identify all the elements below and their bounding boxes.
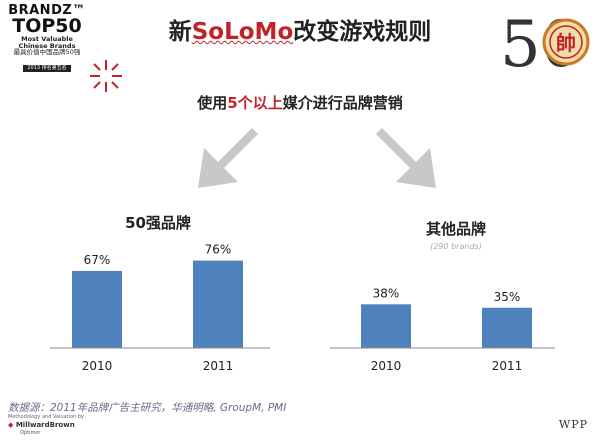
logo-line-most-valuable: Most Valuable xyxy=(21,35,73,43)
data-label-2011: 76% xyxy=(205,243,232,257)
chart-top50: 67% 2010 76% 2011 xyxy=(50,243,270,373)
logo-line-chinese-name: 最具价值中国品牌50强 xyxy=(13,48,81,56)
title-prefix: 新 xyxy=(168,19,192,45)
arrow-down-right-icon xyxy=(376,128,436,188)
millwardbrown-mark-icon: ◆ xyxy=(8,421,14,429)
subtitle-prefix: 使用 xyxy=(197,94,228,112)
bar-2010 xyxy=(361,304,411,348)
tick-label-2010: 2010 xyxy=(371,359,402,373)
tick-label-2010: 2010 xyxy=(82,359,113,373)
bar-2010 xyxy=(72,270,122,348)
millwardbrown-logo: ◆ MillwardBrown xyxy=(8,421,75,429)
wpp-logo: WPP xyxy=(558,418,588,431)
brandz-logo: BRANDZ™ TOP50 Most Valuable Chinese Bran… xyxy=(6,4,88,72)
corner-ornament-icon xyxy=(90,60,122,92)
subtitle-suffix: 媒介进行品牌营销 xyxy=(282,94,403,112)
logo-line-brandz: BRANDZ™ xyxy=(8,3,86,18)
source-note: 数据源：2011年品牌广告主研究，华通明略, GroupM, PMI xyxy=(8,402,287,414)
page-title: 新SoLoMo改变游戏规则 xyxy=(150,12,450,46)
logo-line-top50: TOP50 xyxy=(12,15,82,37)
millwardbrown-name: MillwardBrown xyxy=(15,421,75,429)
tick-label-2011: 2011 xyxy=(203,359,234,373)
chart-title-others: 其他品牌 xyxy=(425,220,486,238)
millwardbrown-sub: Optimor xyxy=(20,430,41,436)
arrow-down-left-icon xyxy=(198,128,258,188)
fifty-badge-icon: 50 帥 xyxy=(500,8,590,74)
logo-line-rank: 2013 排名第五名 xyxy=(23,64,71,72)
tick-label-2011: 2011 xyxy=(492,359,523,373)
title-highlight: SoLoMo xyxy=(191,19,294,45)
data-label-2011: 35% xyxy=(494,290,521,304)
subtitle: 使用5个以上媒介进行品牌营销 xyxy=(130,92,470,113)
chart-note-others: (290 brands) xyxy=(430,242,482,251)
title-suffix: 改变游戏规则 xyxy=(293,19,432,45)
data-label-2010: 67% xyxy=(84,253,111,267)
svg-text:帥: 帥 xyxy=(556,31,576,55)
bar-2011 xyxy=(193,260,243,348)
chart-others: 38% 2010 35% 2011 xyxy=(330,286,555,373)
data-label-2010: 38% xyxy=(373,286,400,300)
bar-2011 xyxy=(482,307,532,348)
methodology-note: Methodology and Valuation by xyxy=(8,414,84,420)
logo-line-chinese-brands: Chinese Brands xyxy=(18,41,76,50)
chart-title-top50: 50强品牌 xyxy=(125,214,191,232)
subtitle-highlight: 5个以上 xyxy=(227,94,283,112)
